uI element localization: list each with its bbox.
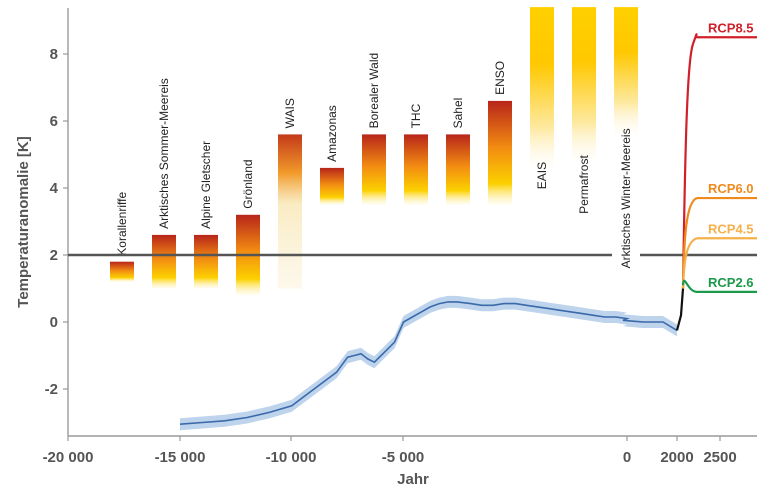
tipping-bar-label: Borealer Wald [367,53,381,129]
tipping-bar-label: Arktisches Sommer-Meereis [157,78,171,229]
tipping-bar-label: Arktisches Winter-Meereis [619,128,633,268]
y-tick-label: 6 [50,113,58,130]
tipping-bar [488,100,512,205]
tipping-bar [110,261,134,282]
scenario-label: RCP2.6 [708,275,754,290]
tipping-bar-label: THC [409,103,423,128]
temperature-line [179,301,678,425]
tipping-bar-label: Alpine Gletscher [199,141,213,229]
tipping-bar [194,234,218,289]
x-tick-label: 2500 [703,449,736,466]
x-tick-label: 2000 [660,449,693,466]
y-tick-label: -2 [45,381,58,398]
scenario-label: RCP6.0 [708,181,754,196]
x-tick-label: -10 000 [266,449,317,466]
scenario-curve [681,33,699,289]
x-tick-label: -5 000 [382,449,425,466]
tipping-bar [404,134,428,205]
tipping-bar-label: ENSO [493,61,507,95]
tipping-bar [572,7,596,162]
tipping-bar [614,7,638,135]
tipping-bar [362,134,386,205]
tipping-bar-label: Sahel [451,98,465,129]
y-tick-label: 8 [50,46,58,63]
tipping-bar-label: Permafrost [577,155,591,214]
scenario-curve [681,279,698,293]
scenario-label: RCP4.5 [708,221,754,236]
tipping-bar [446,134,470,205]
y-axis-label: Temperaturanomalie [K] [15,136,32,307]
tipping-bar-label: Grönland [241,159,255,208]
x-axis-label: Jahr [397,471,429,488]
tipping-bar [320,167,344,205]
x-tick-label: 0 [623,449,631,466]
tipping-bar-label: Amazonas [325,105,339,162]
y-tick-label: 0 [50,314,58,331]
plot-frame [67,8,757,437]
tipping-bar-label: Korallenriffe [115,192,129,256]
y-tick-label: 2 [50,247,58,264]
tipping-bar [530,7,554,168]
tipping-bar-label: WAIS [283,98,297,128]
x-tick-label: -20 000 [43,449,94,466]
tipping-bar [152,234,176,289]
x-tick-label: -15 000 [155,449,206,466]
observed-recent-line [675,288,685,331]
y-tick-label: 4 [50,180,59,197]
tipping-bar-label: EAIS [535,162,549,189]
tipping-bar [278,134,302,289]
scenario-label: RCP8.5 [708,20,754,35]
